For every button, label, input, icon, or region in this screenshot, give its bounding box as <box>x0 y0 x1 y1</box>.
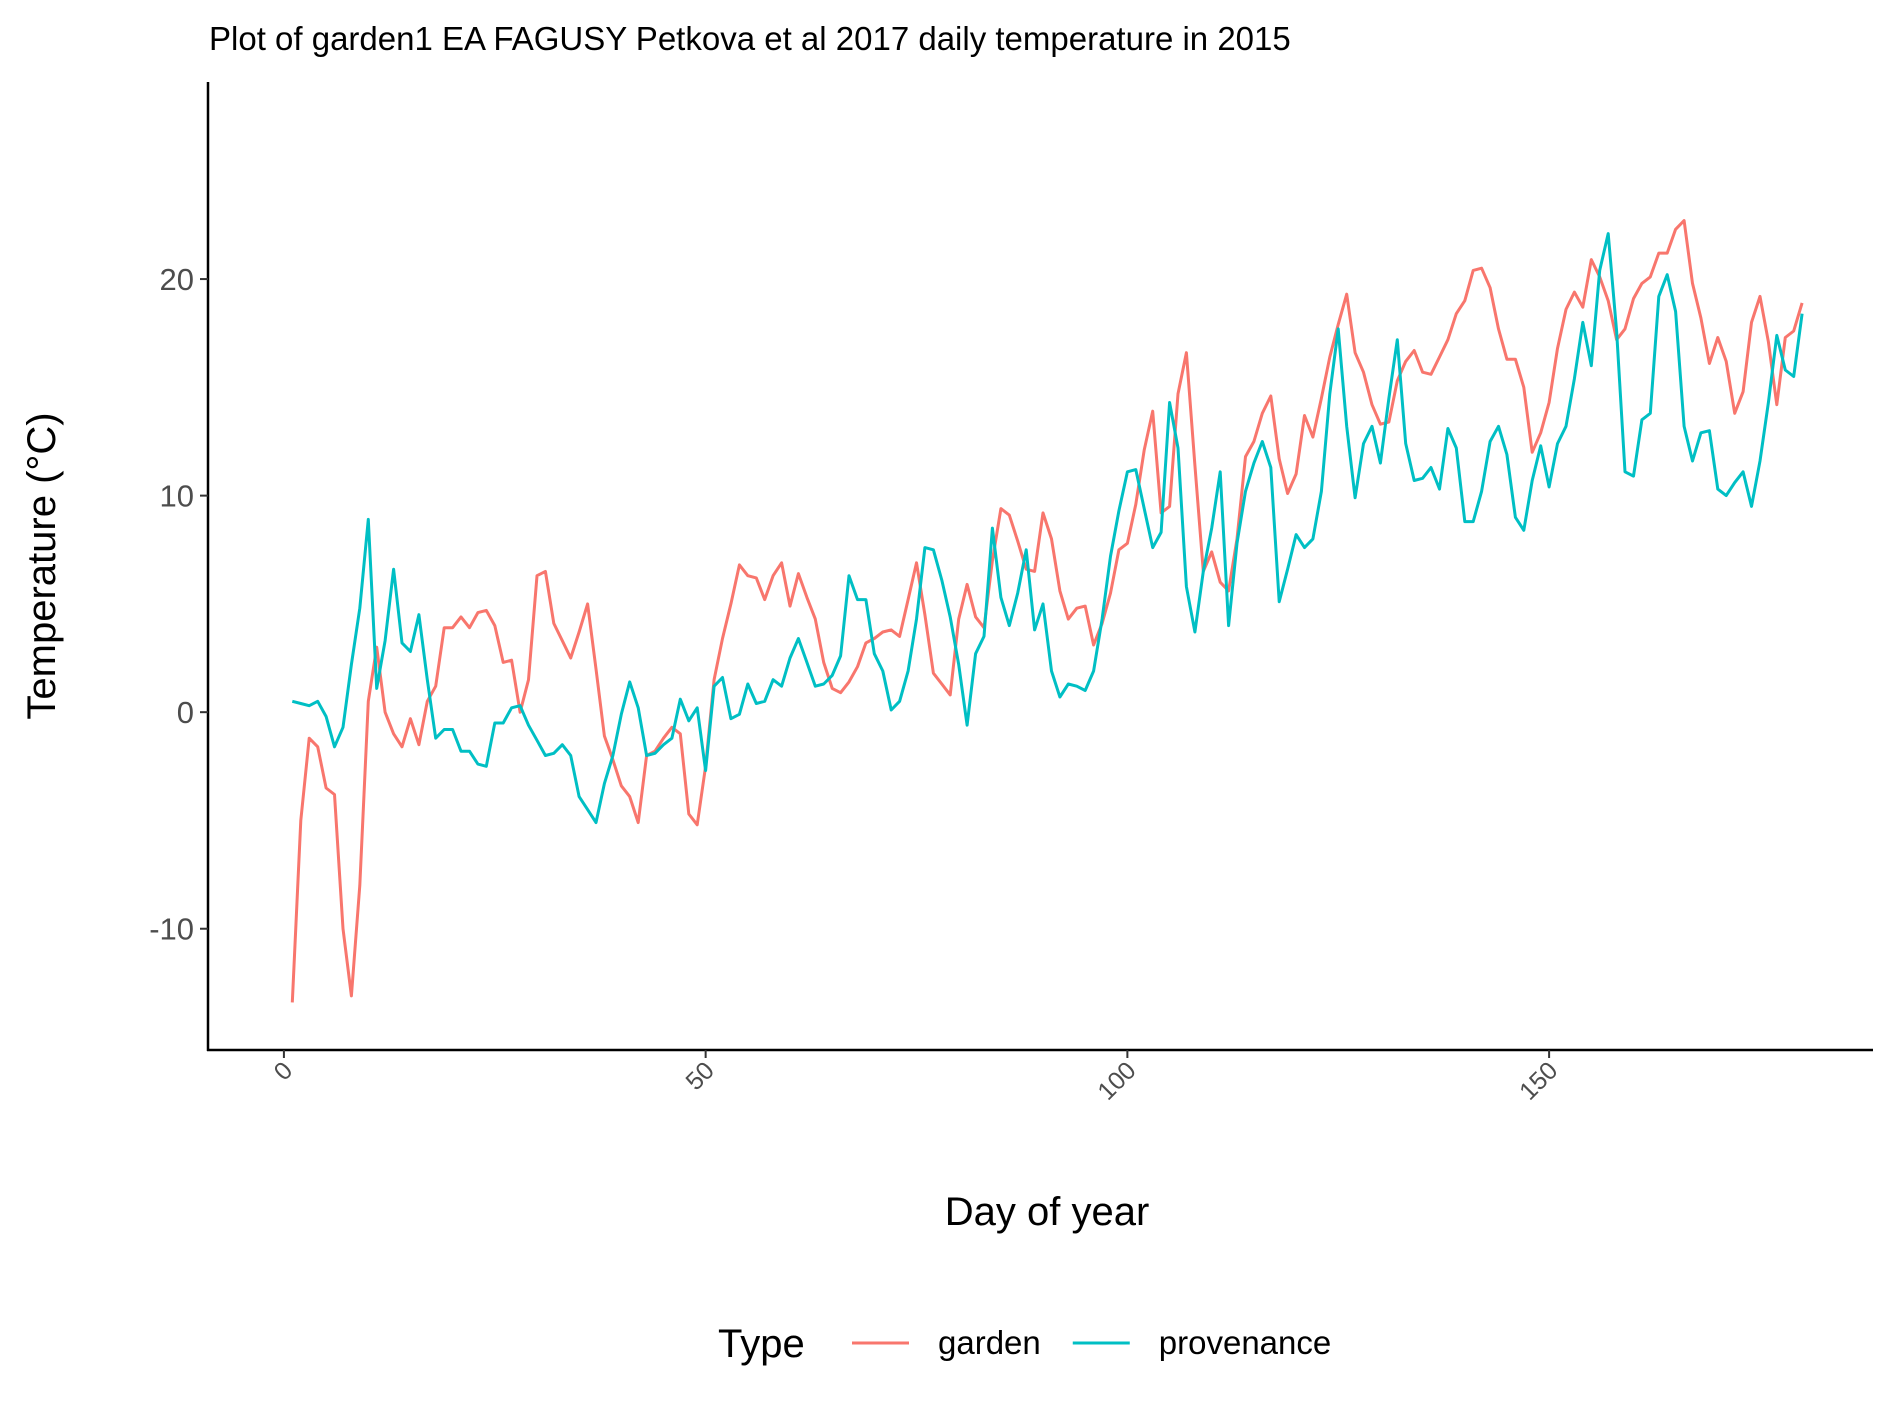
y-tick-label: 0 <box>177 695 194 730</box>
data-line <box>291 232 1804 825</box>
x-tick-label: 50 <box>680 1056 719 1095</box>
y-tick-label: -10 <box>149 912 194 947</box>
x-axis-label: Day of year <box>945 1190 1150 1234</box>
y-axis-label: Temperature (°C) <box>20 412 64 719</box>
legend-title: Type <box>718 1322 805 1366</box>
legend-label: garden <box>938 1324 1041 1361</box>
y-tick-label: 20 <box>160 262 194 297</box>
x-tick-label: 0 <box>269 1056 299 1086</box>
data-line <box>290 219 1804 1003</box>
legend-label: provenance <box>1159 1324 1331 1361</box>
y-tick-label: 10 <box>160 479 194 514</box>
x-tick-label: 100 <box>1092 1056 1141 1105</box>
chart-title: Plot of garden1 EA FAGUSY Petkova et al … <box>209 20 1291 57</box>
x-tick-label: 150 <box>1514 1056 1563 1105</box>
